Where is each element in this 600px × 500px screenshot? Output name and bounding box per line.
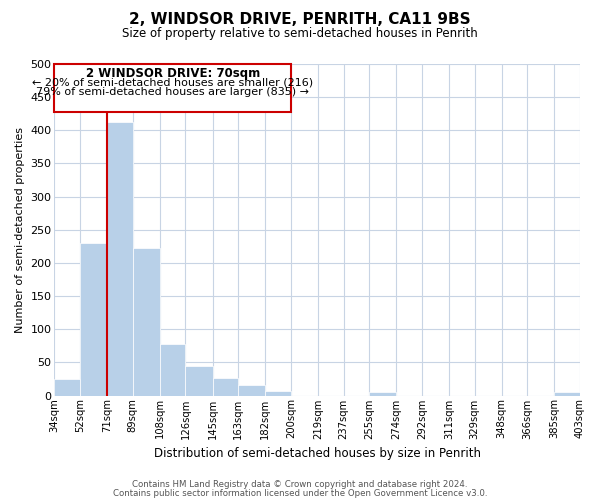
Bar bbox=[238, 385, 265, 396]
X-axis label: Distribution of semi-detached houses by size in Penrith: Distribution of semi-detached houses by … bbox=[154, 447, 481, 460]
Text: Contains HM Land Registry data © Crown copyright and database right 2024.: Contains HM Land Registry data © Crown c… bbox=[132, 480, 468, 489]
Text: ← 20% of semi-detached houses are smaller (216): ← 20% of semi-detached houses are smalle… bbox=[32, 78, 313, 88]
Text: 2 WINDSOR DRIVE: 70sqm: 2 WINDSOR DRIVE: 70sqm bbox=[86, 68, 260, 80]
Text: 2, WINDSOR DRIVE, PENRITH, CA11 9BS: 2, WINDSOR DRIVE, PENRITH, CA11 9BS bbox=[129, 12, 471, 28]
Bar bbox=[107, 122, 133, 396]
Bar bbox=[185, 366, 212, 396]
Bar bbox=[554, 392, 580, 396]
Bar bbox=[265, 391, 291, 396]
Text: 79% of semi-detached houses are larger (835) →: 79% of semi-detached houses are larger (… bbox=[36, 86, 309, 97]
Bar bbox=[80, 243, 107, 396]
Bar bbox=[212, 378, 238, 396]
Text: Contains public sector information licensed under the Open Government Licence v3: Contains public sector information licen… bbox=[113, 488, 487, 498]
Y-axis label: Number of semi-detached properties: Number of semi-detached properties bbox=[15, 127, 25, 333]
Bar bbox=[160, 344, 185, 396]
Text: Size of property relative to semi-detached houses in Penrith: Size of property relative to semi-detach… bbox=[122, 28, 478, 40]
Bar bbox=[369, 392, 396, 396]
Bar bbox=[55, 379, 80, 396]
FancyBboxPatch shape bbox=[55, 64, 291, 112]
Bar bbox=[133, 248, 160, 396]
